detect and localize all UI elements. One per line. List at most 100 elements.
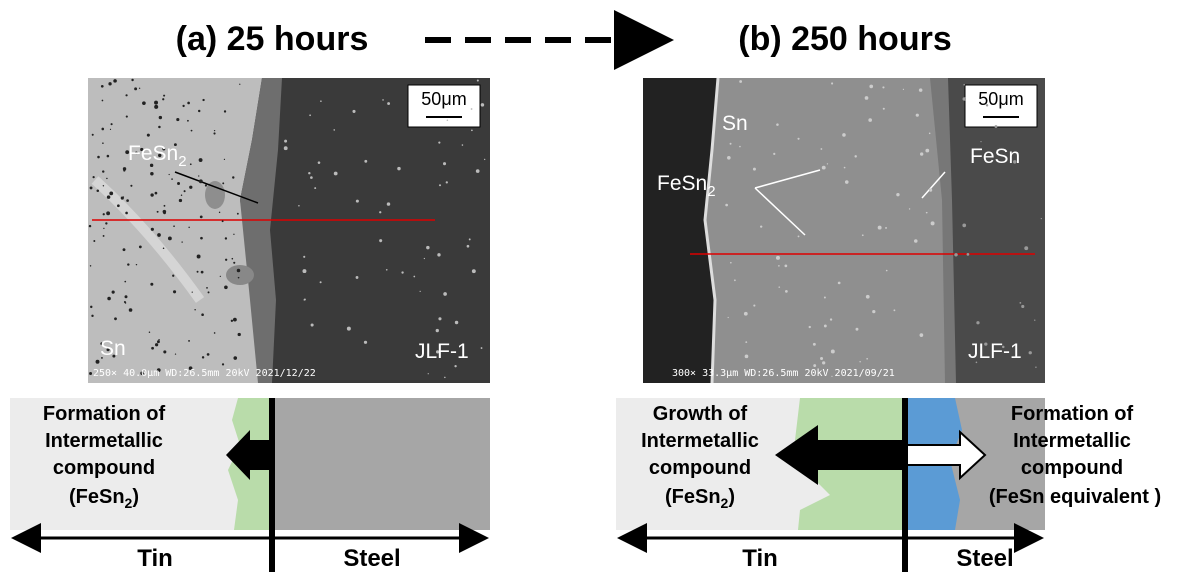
process-label: Formation of [1011, 403, 1134, 425]
subscript: 2 [125, 495, 133, 511]
texture [753, 168, 756, 171]
texture [872, 310, 875, 313]
texture [124, 301, 126, 303]
texture [813, 343, 816, 346]
process-label: ) [728, 486, 735, 508]
texture [233, 356, 237, 360]
texture [776, 256, 780, 260]
texture [909, 208, 910, 209]
texture [356, 276, 359, 279]
texture [785, 290, 788, 293]
texture [387, 202, 390, 205]
texture [824, 325, 827, 328]
texture [199, 158, 203, 162]
texture [125, 94, 127, 96]
texture [159, 116, 162, 119]
phase-label: FeSn [657, 172, 707, 195]
texture [147, 134, 150, 137]
texture [139, 88, 140, 89]
texture [882, 86, 884, 88]
texture [885, 227, 887, 229]
texture [163, 247, 165, 249]
texture [237, 213, 239, 215]
texture [436, 329, 439, 332]
process-label: Intermetallic [1013, 430, 1131, 452]
texture [131, 79, 133, 81]
texture [401, 271, 403, 273]
texture [197, 255, 201, 259]
texture [838, 282, 841, 285]
texture [320, 100, 322, 102]
texture [298, 205, 300, 207]
texture [158, 126, 161, 129]
texture [426, 246, 429, 249]
texture [90, 187, 93, 190]
phase-label: FeSn [128, 142, 178, 165]
texture [231, 320, 233, 322]
texture [106, 211, 110, 215]
texture [225, 237, 227, 239]
process-label: compound [1021, 457, 1123, 479]
texture [96, 360, 100, 364]
texture [352, 110, 355, 113]
texture [364, 160, 367, 163]
texture [963, 84, 965, 86]
texture [734, 279, 736, 281]
texture [883, 108, 885, 110]
process-label: Growth of [653, 403, 748, 425]
texture [123, 248, 126, 251]
texture [123, 196, 124, 197]
texture [309, 114, 311, 116]
texture [224, 110, 226, 112]
process-label: (FeSn equivalent ) [989, 486, 1161, 508]
texture [730, 143, 732, 145]
texture [102, 142, 104, 144]
texture [739, 146, 741, 148]
texture [163, 95, 165, 97]
texture [224, 159, 225, 160]
sem-image-a: 50μm FeSn2 Sn JLF-1 250× 40.0μm WD:26.5m… [88, 78, 490, 383]
texture [809, 326, 811, 328]
region-label: Steel [343, 545, 400, 572]
texture [469, 238, 471, 240]
texture [114, 317, 117, 320]
texture [101, 85, 104, 88]
texture [198, 110, 200, 112]
process-label: Intermetallic [641, 430, 759, 452]
texture [284, 140, 287, 143]
texture [176, 118, 179, 121]
texture [168, 237, 172, 241]
subscript: 2 [707, 183, 715, 200]
texture [822, 166, 826, 170]
texture [105, 222, 107, 224]
texture [200, 237, 203, 240]
texture [199, 179, 203, 183]
texture [831, 82, 833, 84]
texture [866, 295, 870, 299]
texture [202, 99, 204, 101]
process-label: compound [649, 457, 751, 479]
texture [886, 270, 888, 272]
texture [1021, 305, 1024, 308]
texture [454, 365, 456, 367]
texture [471, 108, 473, 110]
process-label: ) [132, 486, 139, 508]
texture [976, 321, 979, 324]
texture [112, 291, 115, 294]
texture [194, 309, 195, 310]
texture [181, 241, 182, 242]
texture [954, 253, 957, 256]
texture [318, 161, 321, 164]
texture [916, 114, 919, 117]
scale-label: 50μm [421, 89, 466, 109]
texture [175, 353, 176, 354]
texture [169, 174, 170, 175]
texture [91, 315, 93, 317]
texture [387, 102, 390, 105]
texture [481, 347, 483, 349]
texture [173, 290, 176, 293]
texture [308, 172, 310, 174]
texture [284, 146, 288, 150]
texture [820, 148, 822, 150]
texture [472, 269, 476, 273]
